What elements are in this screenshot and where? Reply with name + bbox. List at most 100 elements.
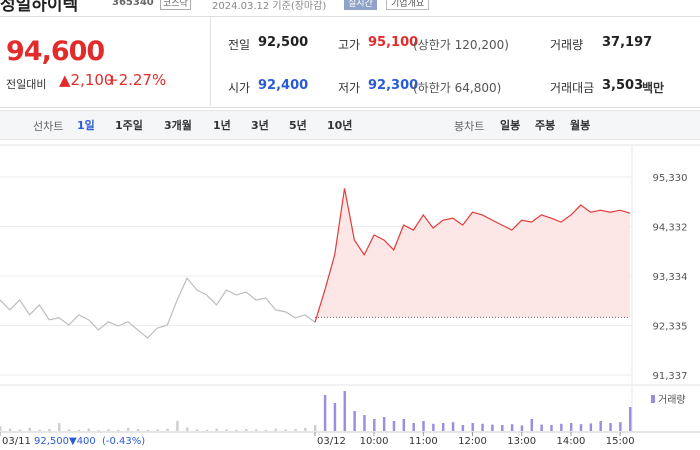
price: 94,600 — [6, 36, 105, 67]
stat-value: 92,300 — [368, 78, 419, 93]
volume-bar — [323, 395, 327, 431]
volume-bar — [343, 391, 346, 431]
volume-bar — [422, 421, 425, 431]
volume-bar — [245, 429, 248, 431]
volume-bar — [215, 428, 219, 431]
change-rate: +2.27% — [106, 71, 167, 89]
toolbar — [0, 110, 700, 140]
volume-bar — [294, 429, 297, 431]
x-tick-label: 03/12 — [317, 436, 346, 447]
volume-bar — [166, 428, 169, 431]
y-tick-label: 93,334 — [653, 272, 688, 283]
stat-label: 거래대금 — [550, 81, 595, 95]
summary-rate: (-0.43%) — [102, 436, 145, 447]
stat-value: 92,500 — [258, 35, 309, 50]
period-tab[interactable]: 1일 — [77, 119, 95, 132]
volume-bar — [461, 425, 465, 431]
candle-tab[interactable]: 주봉 — [535, 119, 556, 132]
volume-bar — [402, 419, 406, 431]
volume-bar — [254, 429, 258, 431]
area — [315, 188, 630, 323]
stat-value: 37,197 — [602, 35, 653, 50]
period-tab[interactable]: 3개월 — [164, 119, 192, 132]
x-tick-label: 14:00 — [557, 436, 586, 447]
volume-bar — [107, 429, 110, 431]
period-tab[interactable]: 1주일 — [115, 119, 143, 132]
volume-bar — [432, 423, 435, 431]
volume-bar — [392, 421, 396, 431]
price-line — [0, 277, 316, 339]
candle-tab[interactable]: 월봉 — [570, 119, 591, 132]
volume-bar — [97, 430, 100, 431]
stat-value: 95,100 — [368, 35, 419, 50]
volume-bar — [501, 425, 504, 431]
volume-bar — [619, 422, 622, 431]
stat-label: 시가 — [228, 81, 251, 95]
volume-bar — [314, 425, 317, 431]
volume-bar — [87, 428, 91, 431]
volume-bar — [629, 407, 632, 431]
volume-bar — [589, 423, 593, 431]
y-tick-label: 94,332 — [653, 222, 688, 233]
volume-bar — [18, 429, 22, 431]
price-line — [314, 188, 631, 323]
stat-label: 전일 — [228, 38, 251, 52]
y-tick-label: 92,335 — [653, 322, 688, 333]
volume-bar — [530, 419, 534, 431]
volume-bar — [186, 427, 189, 431]
volume-bar — [264, 429, 268, 431]
quote-panel — [0, 16, 700, 108]
volume-bar — [77, 429, 81, 431]
y-tick-label: 95,330 — [653, 173, 688, 184]
x-tick-label: 12:00 — [458, 436, 487, 447]
x-tick-label: 15:00 — [606, 436, 635, 447]
volume-bar — [225, 429, 228, 431]
candle-tab[interactable]: 일봉 — [500, 119, 521, 132]
stat-value: 92,400 — [258, 78, 309, 93]
volume-bar — [235, 429, 238, 431]
volume-bar — [38, 429, 41, 431]
y-tick-label: 91,337 — [653, 371, 688, 382]
volume-bar — [304, 427, 307, 431]
realtime-button[interactable]: 실시간 — [344, 0, 377, 10]
stat-extra: (상한가 120,200) — [413, 38, 509, 52]
volume-bar — [205, 429, 209, 431]
volume-bar — [67, 429, 71, 431]
volume-bar — [373, 419, 376, 431]
volume-bar — [540, 424, 543, 431]
volume-bar — [579, 424, 583, 431]
x-tick-label: 10:00 — [360, 436, 389, 447]
volume-bar — [569, 423, 573, 431]
market-badge: 코스닥 — [160, 0, 191, 10]
volume-bar — [28, 427, 31, 431]
x-tick-label: 11:00 — [409, 436, 438, 447]
stat-label: 고가 — [338, 38, 361, 52]
volume-bar — [117, 429, 120, 431]
volume-bar — [382, 417, 386, 431]
date: 2024.03.12 기준(장마감) — [212, 1, 327, 12]
change: ▲2,100 — [59, 71, 114, 89]
period-tab[interactable]: 1년 — [213, 119, 231, 132]
period-tab[interactable]: 10년 — [327, 119, 353, 132]
volume-bar — [481, 423, 484, 431]
volume-bar — [48, 429, 51, 431]
stock-code: 365340 — [112, 0, 154, 8]
volume-bar — [471, 423, 474, 431]
volume-bar — [146, 429, 150, 431]
volume-bar — [353, 411, 356, 431]
volume-bar — [491, 424, 494, 431]
toolbar-label: 봉차트 — [454, 120, 485, 133]
volume-bar — [333, 403, 337, 431]
x-tick-label: 13:00 — [507, 436, 536, 447]
volume-bar — [599, 421, 602, 431]
period-tab[interactable]: 5년 — [289, 119, 307, 132]
volume-bar — [195, 429, 199, 431]
volume-bar — [609, 423, 612, 431]
period-tab[interactable]: 3년 — [251, 119, 269, 132]
change-label: 전일대비 — [6, 78, 47, 91]
divider — [210, 17, 211, 106]
company-info-button[interactable]: 기업개요 — [386, 0, 430, 10]
volume-bar — [176, 421, 179, 431]
